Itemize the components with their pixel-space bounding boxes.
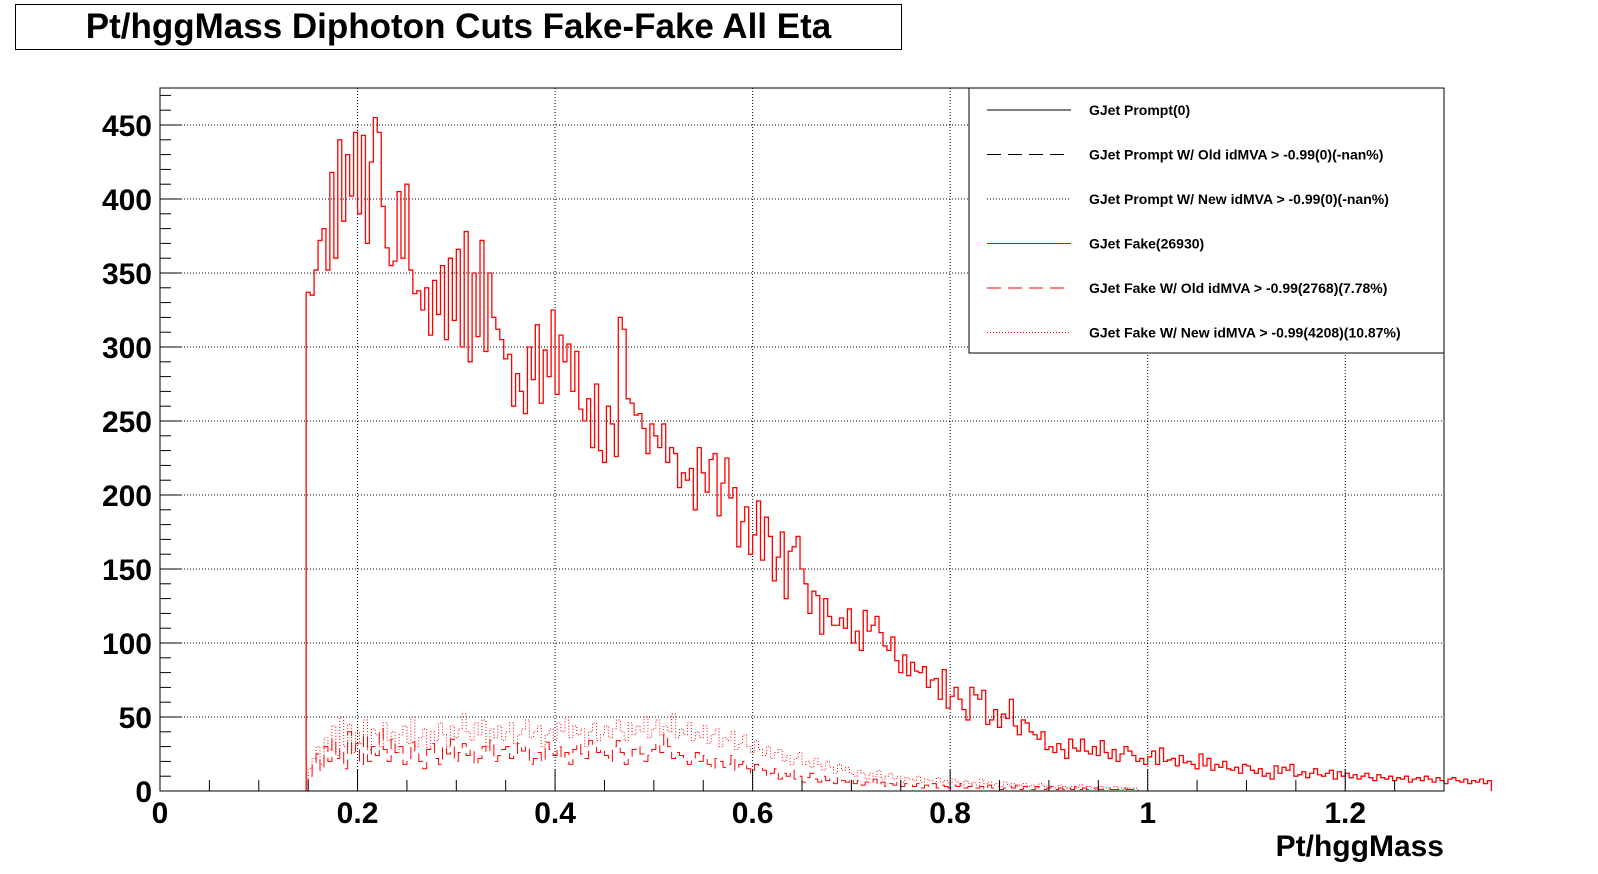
- x-tick-label: 0: [152, 797, 169, 830]
- y-tick-label: 300: [102, 332, 152, 365]
- x-tick-label: 1: [1139, 797, 1156, 830]
- y-tick-label: 450: [102, 110, 152, 143]
- y-tick-label: 250: [102, 406, 152, 439]
- y-tick-label: 200: [102, 480, 152, 513]
- legend-label-2: GJet Prompt W/ Old idMVA > -0.99(0)(-nan…: [1089, 147, 1383, 163]
- y-tick-label: 100: [102, 628, 152, 661]
- legend-label-1: GJet Prompt(0): [1089, 102, 1190, 118]
- legend-label-5: GJet Fake W/ Old idMVA > -0.99(2768)(7.7…: [1089, 280, 1387, 296]
- x-axis-title: Pt/hggMass: [1276, 830, 1444, 863]
- legend: GJet Prompt(0) GJet Prompt W/ Old idMVA >…: [968, 87, 1445, 354]
- axes: 0 0.2 0.4 0.6 0.8 1 1.2 0 50 100 150 200 250 300 350 40…: [102, 87, 1445, 863]
- legend-box: [968, 87, 1445, 354]
- y-tick-label: 400: [102, 184, 152, 217]
- histogram-series-5: [307, 728, 1139, 791]
- y-tick-label: 0: [135, 776, 152, 809]
- y-tick-label: 350: [102, 258, 152, 291]
- legend-label-6: GJet Fake W/ New idMVA > -0.99(4208)(10.…: [1089, 325, 1401, 341]
- x-tick-label: 0.8: [929, 797, 971, 830]
- histogram-series-4: [305, 116, 1493, 791]
- x-tick-label: 0.6: [732, 797, 774, 830]
- legend-label-4: GJet Fake(26930): [1089, 236, 1204, 252]
- x-tick-label: 0.2: [337, 797, 379, 830]
- y-tick-label: 50: [119, 702, 152, 735]
- chart-title-box: Pt/hggMass Diphoton Cuts Fake-Fake All E…: [15, 4, 902, 50]
- y-tick-label: 150: [102, 554, 152, 587]
- x-tick-label: 1.2: [1324, 797, 1366, 830]
- legend-label-3: GJet Prompt W/ New idMVA > -0.99(0)(-nan…: [1089, 191, 1389, 207]
- chart-title: Pt/hggMass Diphoton Cuts Fake-Fake All E…: [85, 7, 832, 46]
- x-tick-label: 0.4: [534, 797, 576, 830]
